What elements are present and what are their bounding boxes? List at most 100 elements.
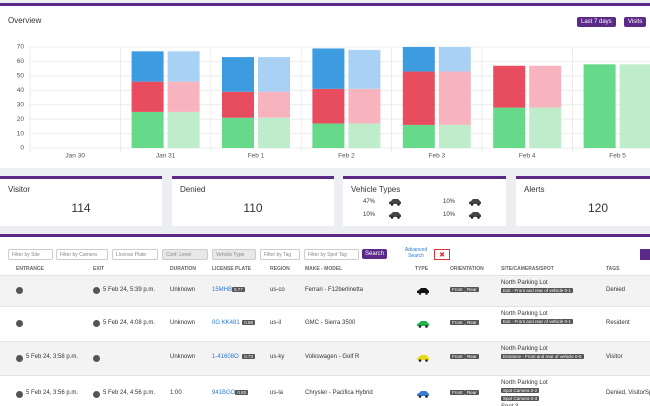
cell-tags: Denied, VisitorSpot <box>606 390 650 396</box>
column-header: ORIENTATION <box>450 266 484 272</box>
site-name: North Parking Lot <box>501 311 548 317</box>
column-header: ENTRANCE <box>16 266 44 272</box>
stat-label: Alerts <box>524 185 545 194</box>
bar-segment <box>348 88 381 124</box>
bar-segment <box>131 51 164 82</box>
vehicle-type-icon <box>417 355 429 362</box>
table-row <box>0 306 650 342</box>
cell-exit: 5 Feb 24, 5:39 p.m. <box>103 286 156 293</box>
clock-icon <box>93 320 100 327</box>
clock-icon <box>16 320 23 327</box>
stat-label: Vehicle Types <box>351 185 401 194</box>
cell-entrance: 5 Feb 24, 3:56 p.m. <box>26 390 79 396</box>
bar-segment <box>583 64 616 148</box>
x-tick-label: Feb 1 <box>248 153 265 160</box>
clock-icon <box>16 354 23 362</box>
orientation-badge: Rear <box>465 319 479 325</box>
column-header: LICENSE PLATE <box>212 266 252 272</box>
clock-icon <box>93 390 100 398</box>
column-header: DURATION <box>170 266 197 272</box>
search-button[interactable]: Search <box>362 249 388 259</box>
column-header: TYPE <box>415 266 429 272</box>
vehicle-icon <box>389 212 401 219</box>
stat-card: Alerts 120 <box>516 176 650 226</box>
cell-tags: Resident <box>606 319 630 326</box>
cell-duration: Unknown <box>170 319 196 326</box>
bar-segment <box>131 81 164 112</box>
vehicle-type-percent: 10% <box>363 212 376 218</box>
bar-segment <box>348 123 381 148</box>
camera-badge: Exit - Front and rear of vehicle 0-1 <box>501 288 574 293</box>
orientation-badge: Rear <box>465 390 479 395</box>
filter-select[interactable]: Filter by Spot Tag <box>304 249 359 260</box>
bar-segment <box>258 91 290 118</box>
cell-exit: 5 Feb 24, 4:56 p.m. <box>103 390 156 396</box>
y-tick-label: 0 <box>20 145 24 152</box>
panel-title: Overview <box>8 16 42 25</box>
cell-plate: 0G KK481 <box>212 319 240 326</box>
bar-segment <box>402 47 435 72</box>
camera-badge: Spot Camera 0-3 <box>501 396 540 401</box>
filter-select[interactable]: Filter by Tag <box>260 249 300 260</box>
bar-segment <box>258 117 290 148</box>
cell-plate: 1-41608O <box>212 354 239 360</box>
vehicle-type-percent: 10% <box>443 199 456 205</box>
filter-select[interactable]: Filter by Camera <box>56 249 108 260</box>
y-tick-label: 20 <box>17 116 25 123</box>
clear-button[interactable]: ✖ <box>434 249 450 260</box>
cell-region: us-co <box>270 286 285 293</box>
site-name: North Parking Lot <box>501 280 548 286</box>
advanced-search-link[interactable]: Advanced Search <box>404 247 428 259</box>
cell-plate: 941BGO <box>212 390 236 396</box>
camera-badge: Exit - Front and rear of vehicle 0-1 <box>501 319 574 324</box>
bar-segment <box>167 111 200 148</box>
cell-make-model: Chrysler - Pacifica Hybrid <box>305 390 373 396</box>
bar-segment <box>438 124 471 148</box>
bar-segment <box>222 57 254 92</box>
bar-segment <box>493 107 526 148</box>
column-header: EXIT <box>93 266 105 272</box>
range-button[interactable]: Last 7 days <box>577 17 616 27</box>
confidence-badge: 0.83 <box>235 390 249 395</box>
stat-label: Visitor <box>8 185 31 194</box>
x-tick-label: Feb 4 <box>519 153 536 160</box>
cell-region: us-il <box>270 319 282 326</box>
menu-button[interactable] <box>640 249 650 260</box>
bar-segment <box>493 65 526 108</box>
cell-region: us-la <box>270 390 284 396</box>
orientation-badge: Front <box>450 354 465 359</box>
chart: 0 10 20 30 40 50 60 70 Jan 30 Jan 31 Feb 1 Feb 2 Feb… <box>17 44 650 160</box>
vehicle-icon <box>469 199 481 206</box>
bar-segment <box>402 124 435 148</box>
cell-tags: Visitor <box>606 354 623 360</box>
x-tick-label: Feb 5 <box>609 153 626 160</box>
clock-icon <box>16 287 23 294</box>
cell-duration: Unknown <box>170 354 196 360</box>
filter-select[interactable]: Conf. Level <box>162 249 208 260</box>
column-header: MAKE - MODEL <box>305 266 343 272</box>
confidence-badge: 0.88 <box>242 319 255 325</box>
bar-segment <box>222 91 254 118</box>
filter-select[interactable]: License Plate <box>112 249 158 260</box>
vehicle-type-percent: 10% <box>443 212 456 218</box>
orientation-badge: Front <box>450 286 465 292</box>
vehicle-type-icon <box>417 287 429 295</box>
site-name: North Parking Lot <box>501 346 548 352</box>
filter-select[interactable]: Filter by Site <box>8 249 53 260</box>
column-header: TAGS <box>606 266 620 272</box>
vehicle-type-icon <box>417 320 429 328</box>
y-tick-label: 60 <box>17 58 25 65</box>
orientation-badge: Rear <box>465 354 479 359</box>
cell-exit: 5 Feb 24, 4:08 p.m. <box>103 319 156 326</box>
bar-segment <box>131 111 164 148</box>
x-tick-label: Jan 31 <box>156 153 176 160</box>
cell-entrance: 5 Feb 24, 3:58 p.m. <box>26 354 79 360</box>
visits-button[interactable]: Visits <box>624 17 647 27</box>
filter-select[interactable]: Vehicle Type <box>212 249 256 260</box>
vehicle-type-percent: 47% <box>363 199 376 205</box>
bar-segment <box>167 51 200 82</box>
cell-plate: 15MHB <box>212 286 233 293</box>
confidence-badge: 0.73 <box>242 354 255 359</box>
table-row <box>0 375 650 406</box>
vehicle-icon <box>469 212 481 219</box>
